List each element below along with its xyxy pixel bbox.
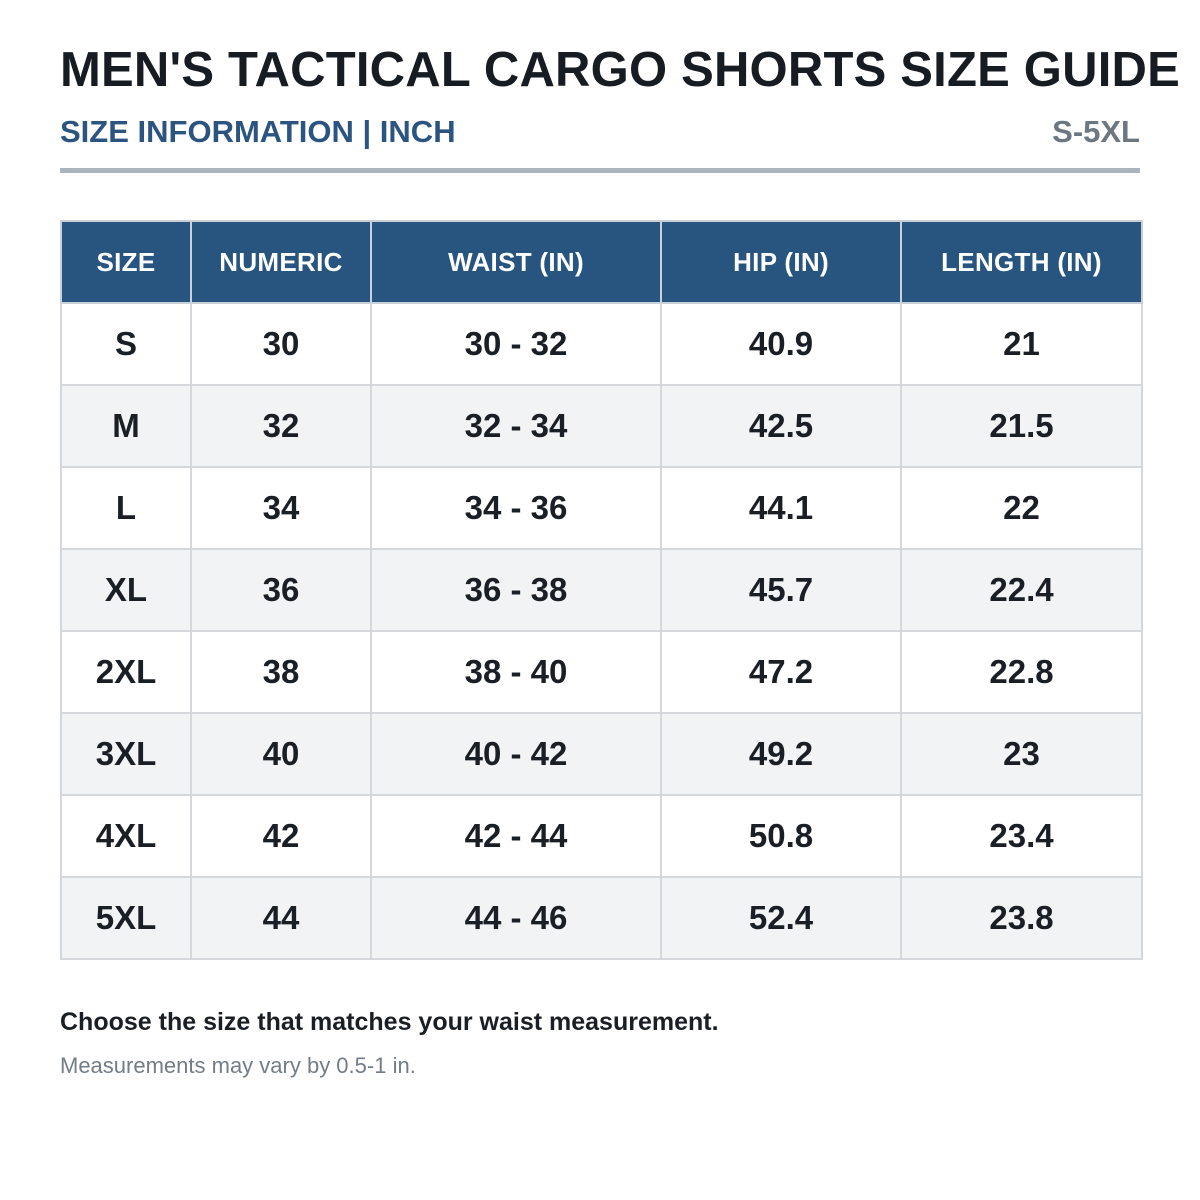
table-row: 3XL 40 40 - 42 49.2 23	[60, 712, 1143, 796]
size-cell: M	[60, 384, 192, 468]
table-row: 5XL 44 44 - 46 52.4 23.8	[60, 876, 1143, 960]
column-header-hip: HIP (IN)	[660, 220, 902, 304]
subtitle: SIZE INFORMATION | INCH	[60, 114, 456, 149]
hip-cell: 50.8	[660, 794, 902, 878]
table-row: 4XL 42 42 - 44 50.8 23.4	[60, 794, 1143, 878]
waist-cell: 38 - 40	[370, 630, 662, 714]
measurement-disclaimer: Measurements may vary by 0.5-1 in.	[60, 1053, 416, 1078]
hip-cell: 40.9	[660, 302, 902, 386]
waist-cell: 40 - 42	[370, 712, 662, 796]
fit-note: Choose the size that matches your waist …	[60, 1008, 719, 1036]
hip-cell: 44.1	[660, 466, 902, 550]
column-header-numeric: NUMERIC	[190, 220, 372, 304]
waist-cell: 44 - 46	[370, 876, 662, 960]
numeric-cell: 44	[190, 876, 372, 960]
size-guide: MEN'S TACTICAL CARGO SHORTS SIZE GUIDE S…	[60, 40, 1180, 1078]
hip-cell: 49.2	[660, 712, 902, 796]
hip-cell: 52.4	[660, 876, 902, 960]
hip-cell: 47.2	[660, 630, 902, 714]
numeric-cell: 30	[190, 302, 372, 386]
numeric-cell: 32	[190, 384, 372, 468]
numeric-cell: 40	[190, 712, 372, 796]
size-range-label: S-5XL	[1052, 114, 1140, 149]
size-cell: XL	[60, 548, 192, 632]
length-cell: 23	[900, 712, 1143, 796]
column-header-size: SIZE	[60, 220, 192, 304]
header-divider	[60, 168, 1140, 173]
waist-cell: 42 - 44	[370, 794, 662, 878]
column-header-waist: WAIST (IN)	[370, 220, 662, 304]
page-title: MEN'S TACTICAL CARGO SHORTS SIZE GUIDE	[60, 43, 1180, 97]
length-cell: 21.5	[900, 384, 1143, 468]
table-row: M 32 32 - 34 42.5 21.5	[60, 384, 1143, 468]
length-cell: 23.8	[900, 876, 1143, 960]
table-row: XL 36 36 - 38 45.7 22.4	[60, 548, 1143, 632]
size-cell: 2XL	[60, 630, 192, 714]
length-cell: 23.4	[900, 794, 1143, 878]
subtitle-row: SIZE INFORMATION | INCH S-5XL	[60, 112, 1140, 152]
size-cell: 4XL	[60, 794, 192, 878]
size-cell: S	[60, 302, 192, 386]
table-row: S 30 30 - 32 40.9 21	[60, 302, 1143, 386]
length-cell: 21	[900, 302, 1143, 386]
size-table: SIZE NUMERIC WAIST (IN) HIP (IN) LENGTH …	[60, 220, 1143, 960]
column-header-length: LENGTH (IN)	[900, 220, 1143, 304]
hip-cell: 45.7	[660, 548, 902, 632]
length-cell: 22	[900, 466, 1143, 550]
size-cell: 3XL	[60, 712, 192, 796]
size-cell: 5XL	[60, 876, 192, 960]
numeric-cell: 34	[190, 466, 372, 550]
numeric-cell: 42	[190, 794, 372, 878]
hip-cell: 42.5	[660, 384, 902, 468]
table-row: L 34 34 - 36 44.1 22	[60, 466, 1143, 550]
waist-cell: 34 - 36	[370, 466, 662, 550]
waist-cell: 30 - 32	[370, 302, 662, 386]
length-cell: 22.4	[900, 548, 1143, 632]
waist-cell: 32 - 34	[370, 384, 662, 468]
table-row: 2XL 38 38 - 40 47.2 22.8	[60, 630, 1143, 714]
numeric-cell: 38	[190, 630, 372, 714]
length-cell: 22.8	[900, 630, 1143, 714]
table-header-row: SIZE NUMERIC WAIST (IN) HIP (IN) LENGTH …	[60, 220, 1143, 304]
numeric-cell: 36	[190, 548, 372, 632]
waist-cell: 36 - 38	[370, 548, 662, 632]
size-cell: L	[60, 466, 192, 550]
